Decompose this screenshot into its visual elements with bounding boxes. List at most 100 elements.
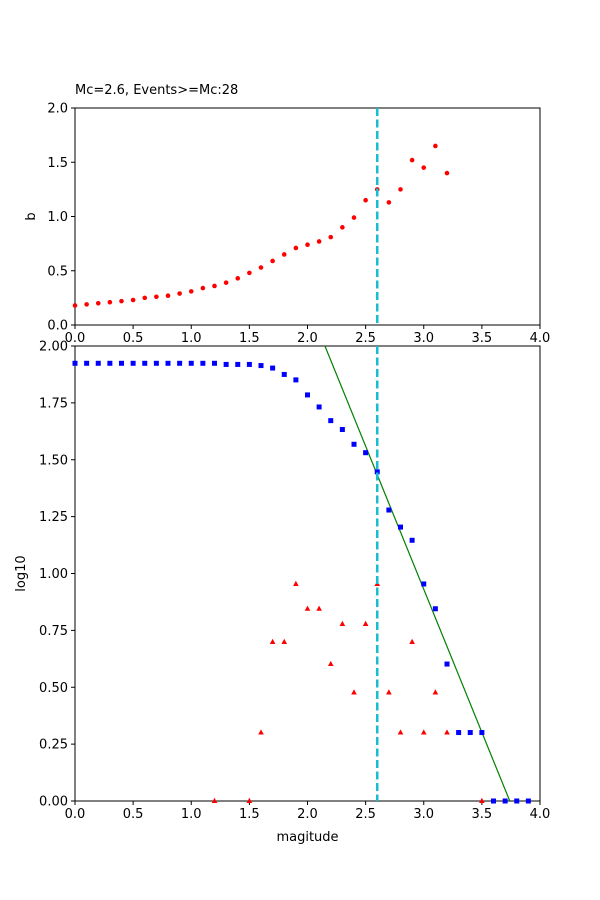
top-chart-title: Mc=2.6, Events>=Mc:28 (75, 83, 238, 98)
data-point (293, 377, 299, 383)
y-tick-label: 0.50 (39, 681, 68, 696)
data-point (386, 200, 392, 205)
data-point (525, 798, 531, 804)
data-point (223, 361, 229, 367)
data-point (107, 360, 113, 366)
plot-frame (74, 107, 541, 326)
data-point (95, 301, 101, 306)
x-tick-label: 0.0 (65, 331, 86, 346)
fit-line (324, 345, 511, 802)
data-point (386, 507, 392, 513)
data-point (235, 276, 241, 281)
data-point (200, 285, 206, 291)
data-point (362, 620, 369, 627)
data-point (269, 638, 276, 644)
y-axis-label: log10 (14, 555, 29, 591)
data-point (304, 605, 311, 611)
data-point (327, 660, 334, 667)
data-point (421, 165, 427, 170)
x-tick-label: 3.0 (413, 331, 434, 346)
x-tick-label: 2.5 (355, 807, 376, 822)
data-point (340, 225, 345, 230)
x-tick-label: 1.0 (181, 807, 202, 822)
data-point (84, 360, 90, 366)
data-point (177, 360, 183, 366)
data-point (270, 258, 275, 264)
data-point (142, 295, 148, 301)
y-tick-label: 2.0 (47, 102, 68, 117)
data-point (398, 187, 403, 192)
data-point (200, 360, 206, 366)
b-value-chart: 0.0 0.5 1.0 1.5 2.0 2.5 3.0 3.5 4.0 0.0 0.5 1.0 1.5 2… (24, 102, 550, 347)
data-point (281, 252, 287, 257)
data-point (84, 302, 89, 307)
data-point (235, 361, 241, 367)
data-point (188, 289, 194, 294)
data-point (514, 798, 520, 804)
data-point (456, 730, 462, 736)
y-tick-label: 2.00 (39, 340, 68, 355)
data-point (444, 170, 450, 176)
data-point (258, 265, 264, 270)
data-point (119, 360, 124, 366)
data-point (305, 392, 310, 398)
data-point (165, 360, 171, 366)
data-point (258, 363, 264, 369)
data-point (421, 581, 427, 587)
x-tick-label: 1.5 (239, 807, 260, 822)
data-point (316, 404, 322, 410)
frequency-magnitude-chart: 0.0 0.5 1.0 1.5 2.0 2.5 3.0 3.5 4.0 0.00 0.25 0.50 0… (14, 340, 550, 846)
data-point (281, 371, 287, 377)
data-point (339, 426, 345, 432)
y-tick-label: 0.25 (39, 738, 68, 753)
data-point (246, 797, 253, 803)
data-point (246, 361, 252, 367)
data-point (502, 798, 508, 804)
data-point (432, 606, 438, 612)
data-point (270, 365, 276, 371)
data-point (293, 245, 299, 251)
data-point (223, 280, 229, 285)
x-tick-label: 4.0 (530, 331, 551, 346)
data-point (363, 450, 369, 456)
data-point (351, 689, 357, 695)
x-tick-label: 3.0 (413, 807, 434, 822)
data-point (479, 797, 485, 803)
data-point (409, 157, 415, 163)
data-point (212, 360, 217, 366)
data-point (212, 283, 217, 289)
y-tick-label: 1.50 (39, 453, 68, 468)
x-tick-label: 2.0 (297, 331, 318, 346)
data-point (467, 730, 473, 736)
data-point (211, 797, 218, 803)
data-point (339, 620, 346, 627)
data-point (316, 239, 322, 244)
data-point (386, 689, 392, 695)
data-point (305, 242, 310, 248)
data-point (258, 729, 264, 735)
data-point (119, 298, 124, 304)
data-point (363, 197, 368, 203)
x-tick-label: 0.5 (123, 807, 144, 822)
data-point (130, 360, 136, 366)
data-point (177, 291, 182, 296)
x-tick-label: 3.5 (472, 807, 493, 822)
data-point (95, 360, 101, 366)
data-point (281, 638, 288, 644)
data-point (328, 418, 334, 424)
data-point (154, 294, 159, 300)
y-tick-label: 0.5 (47, 264, 68, 279)
y-tick-label: 1.00 (39, 567, 68, 582)
x-tick-label: 1.5 (239, 331, 260, 346)
data-point (479, 730, 485, 736)
data-point (328, 234, 334, 240)
data-point (374, 469, 380, 475)
y-tick-label: 1.5 (47, 156, 68, 171)
y-tick-label: 0.0 (47, 319, 68, 334)
y-tick-label: 1.0 (47, 210, 68, 225)
data-point (72, 360, 78, 366)
y-axis-label: b (24, 212, 39, 220)
data-point (293, 580, 299, 586)
data-point (188, 360, 194, 366)
